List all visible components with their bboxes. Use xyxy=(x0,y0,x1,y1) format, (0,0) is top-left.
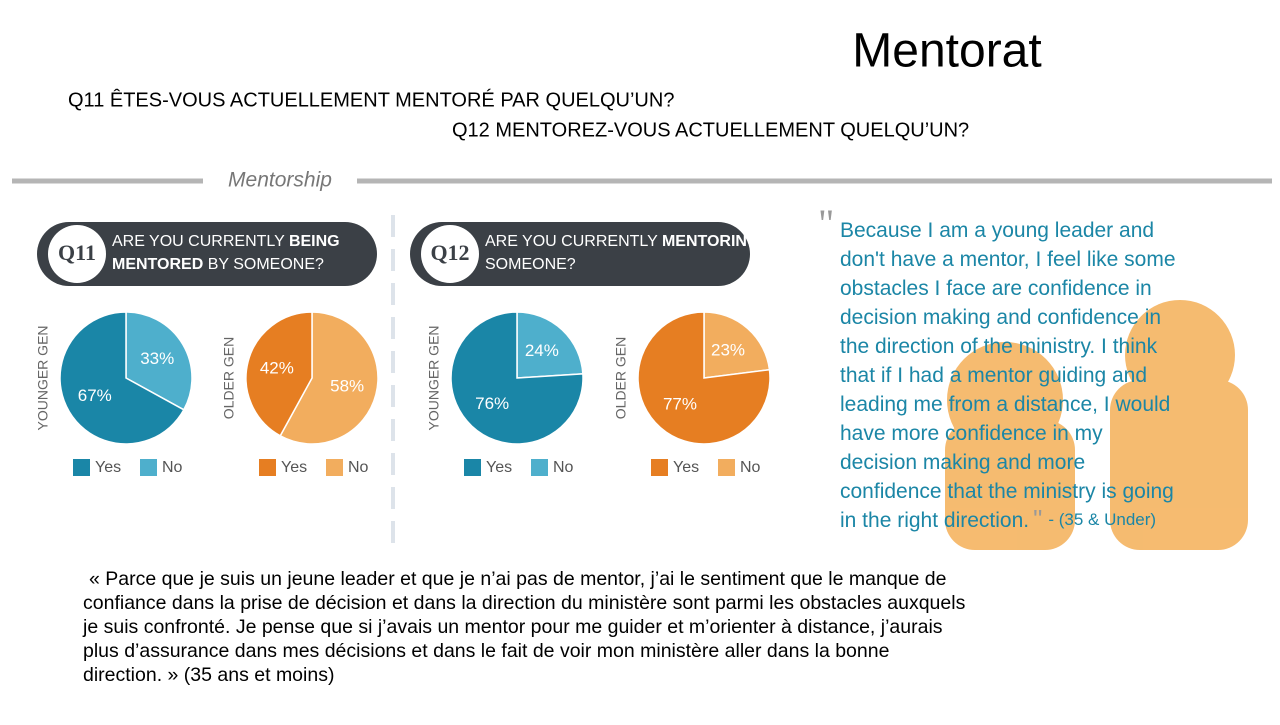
legend-swatch xyxy=(326,459,343,476)
data-label: 23% xyxy=(711,340,745,359)
quote-line: decision making and confidence in xyxy=(840,306,1161,329)
legend-swatch xyxy=(73,459,90,476)
legend-swatch xyxy=(531,459,548,476)
quote-text: the direction of the ministry. I think xyxy=(840,335,1158,358)
quote-text: decision making and confidence in xyxy=(840,306,1161,329)
pie-slice xyxy=(637,311,771,445)
quote-text: decision making and more xyxy=(840,451,1085,474)
legend-label: No xyxy=(740,459,761,476)
attribution: - (35 & Under) xyxy=(1048,510,1156,529)
legend-label: Yes xyxy=(486,459,512,476)
panel-text: SOMEONE? xyxy=(485,256,576,273)
translation-line: « Parce que je suis un jeune leader et q… xyxy=(89,568,946,590)
pie-slice xyxy=(59,311,185,445)
people-icon xyxy=(945,300,1248,550)
legend-swatch xyxy=(464,459,481,476)
data-label: 67% xyxy=(78,386,112,405)
quote-text: confidence that the ministry is going xyxy=(840,480,1174,503)
legend-swatch xyxy=(718,459,735,476)
panel-text: ARE YOU CURRENTLY MENTORING xyxy=(485,233,759,250)
quote-line: confidence that the ministry is going xyxy=(840,480,1174,503)
badge-circle xyxy=(48,225,106,283)
quote-line: Because I am a young leader and xyxy=(840,219,1154,242)
axis-label: YOUNGER GEN xyxy=(426,325,442,430)
question: Q12 MENTOREZ-VOUS ACTUELLEMENT QUELQU’UN… xyxy=(452,119,969,141)
panel-bold: BEING xyxy=(289,233,340,250)
badge-circle xyxy=(421,225,479,283)
axis-label: OLDER GEN xyxy=(221,337,237,419)
pie-slice xyxy=(516,311,584,379)
data-label: 58% xyxy=(330,377,364,396)
quote-line: don't have a mentor, I feel like some xyxy=(840,248,1176,271)
quote-line: obstacles I face are confidence in xyxy=(840,277,1152,300)
quote-text: don't have a mentor, I feel like some xyxy=(840,248,1176,271)
translation-line: direction. » (35 ans et moins) xyxy=(83,664,334,686)
question: Q11 ÊTES-VOUS ACTUELLEMENT MENTORÉ PAR Q… xyxy=(68,88,674,111)
quote-text: have more confidence in my xyxy=(840,422,1103,445)
section-label: Mentorship xyxy=(228,169,332,192)
data-label: 76% xyxy=(475,394,509,413)
quote-mark: " xyxy=(1033,504,1042,534)
quote-line: the direction of the ministry. I think xyxy=(840,335,1158,358)
legend-label: Yes xyxy=(281,459,307,476)
pie-slice xyxy=(703,311,771,379)
data-label: 42% xyxy=(260,358,294,377)
legend-swatch xyxy=(259,459,276,476)
translation-line: plus d’assurance dans mes décisions et d… xyxy=(83,640,889,662)
quote-text: leading me from a distance, I would xyxy=(840,393,1170,416)
pie-slice xyxy=(245,311,313,437)
axis-label: OLDER GEN xyxy=(613,337,629,419)
data-label: 33% xyxy=(140,349,174,368)
quote-text: in the right direction. xyxy=(840,509,1029,532)
pie-slice xyxy=(279,311,379,445)
panel-text-part: ARE YOU CURRENTLY xyxy=(112,233,285,250)
quote-text: obstacles I face are confidence in xyxy=(840,277,1152,300)
badge: Q12 xyxy=(430,240,469,265)
data-label: 77% xyxy=(663,395,697,414)
panel-text: MENTORED BY SOMEONE? xyxy=(112,256,324,273)
pie-slice xyxy=(125,311,193,411)
data-label: 24% xyxy=(525,341,559,360)
panel-header xyxy=(410,222,750,286)
slide-title: Mentorat xyxy=(852,25,1041,78)
quote-line: in the right direction. " - (35 & Under) xyxy=(840,504,1156,534)
badge: Q11 xyxy=(58,240,96,265)
panel-text: ARE YOU CURRENTLY BEING xyxy=(112,233,340,250)
legend-swatch xyxy=(651,459,668,476)
quote-line: have more confidence in my xyxy=(840,422,1103,445)
panel-header xyxy=(37,222,377,286)
legend-label: No xyxy=(162,459,183,476)
quote-text: that if I had a mentor guiding and xyxy=(840,364,1147,387)
quote-text: Because I am a young leader and xyxy=(840,219,1154,242)
axis-label: YOUNGER GEN xyxy=(35,325,51,430)
translation-line: confiance dans la prise de décision et d… xyxy=(83,592,966,614)
translation-line: je suis confronté. Je pense que si j’ava… xyxy=(82,616,943,638)
legend-label: No xyxy=(348,459,369,476)
legend-label: No xyxy=(553,459,574,476)
legend-label: Yes xyxy=(95,459,121,476)
panel-text-part: BY SOMEONE? xyxy=(208,256,324,273)
quote-mark: " xyxy=(818,201,834,246)
legend-swatch xyxy=(140,459,157,476)
panel-text-part: ARE YOU CURRENTLY xyxy=(485,233,658,250)
quote-line: leading me from a distance, I would xyxy=(840,393,1170,416)
pie-slice xyxy=(450,311,584,445)
panel-text-part: SOMEONE? xyxy=(485,256,576,273)
quote-line: that if I had a mentor guiding and xyxy=(840,364,1147,387)
quote-line: decision making and more xyxy=(840,451,1085,474)
panel-bold: MENTORED xyxy=(112,256,203,273)
panel-bold: MENTORING xyxy=(662,233,759,250)
legend-label: Yes xyxy=(673,459,699,476)
